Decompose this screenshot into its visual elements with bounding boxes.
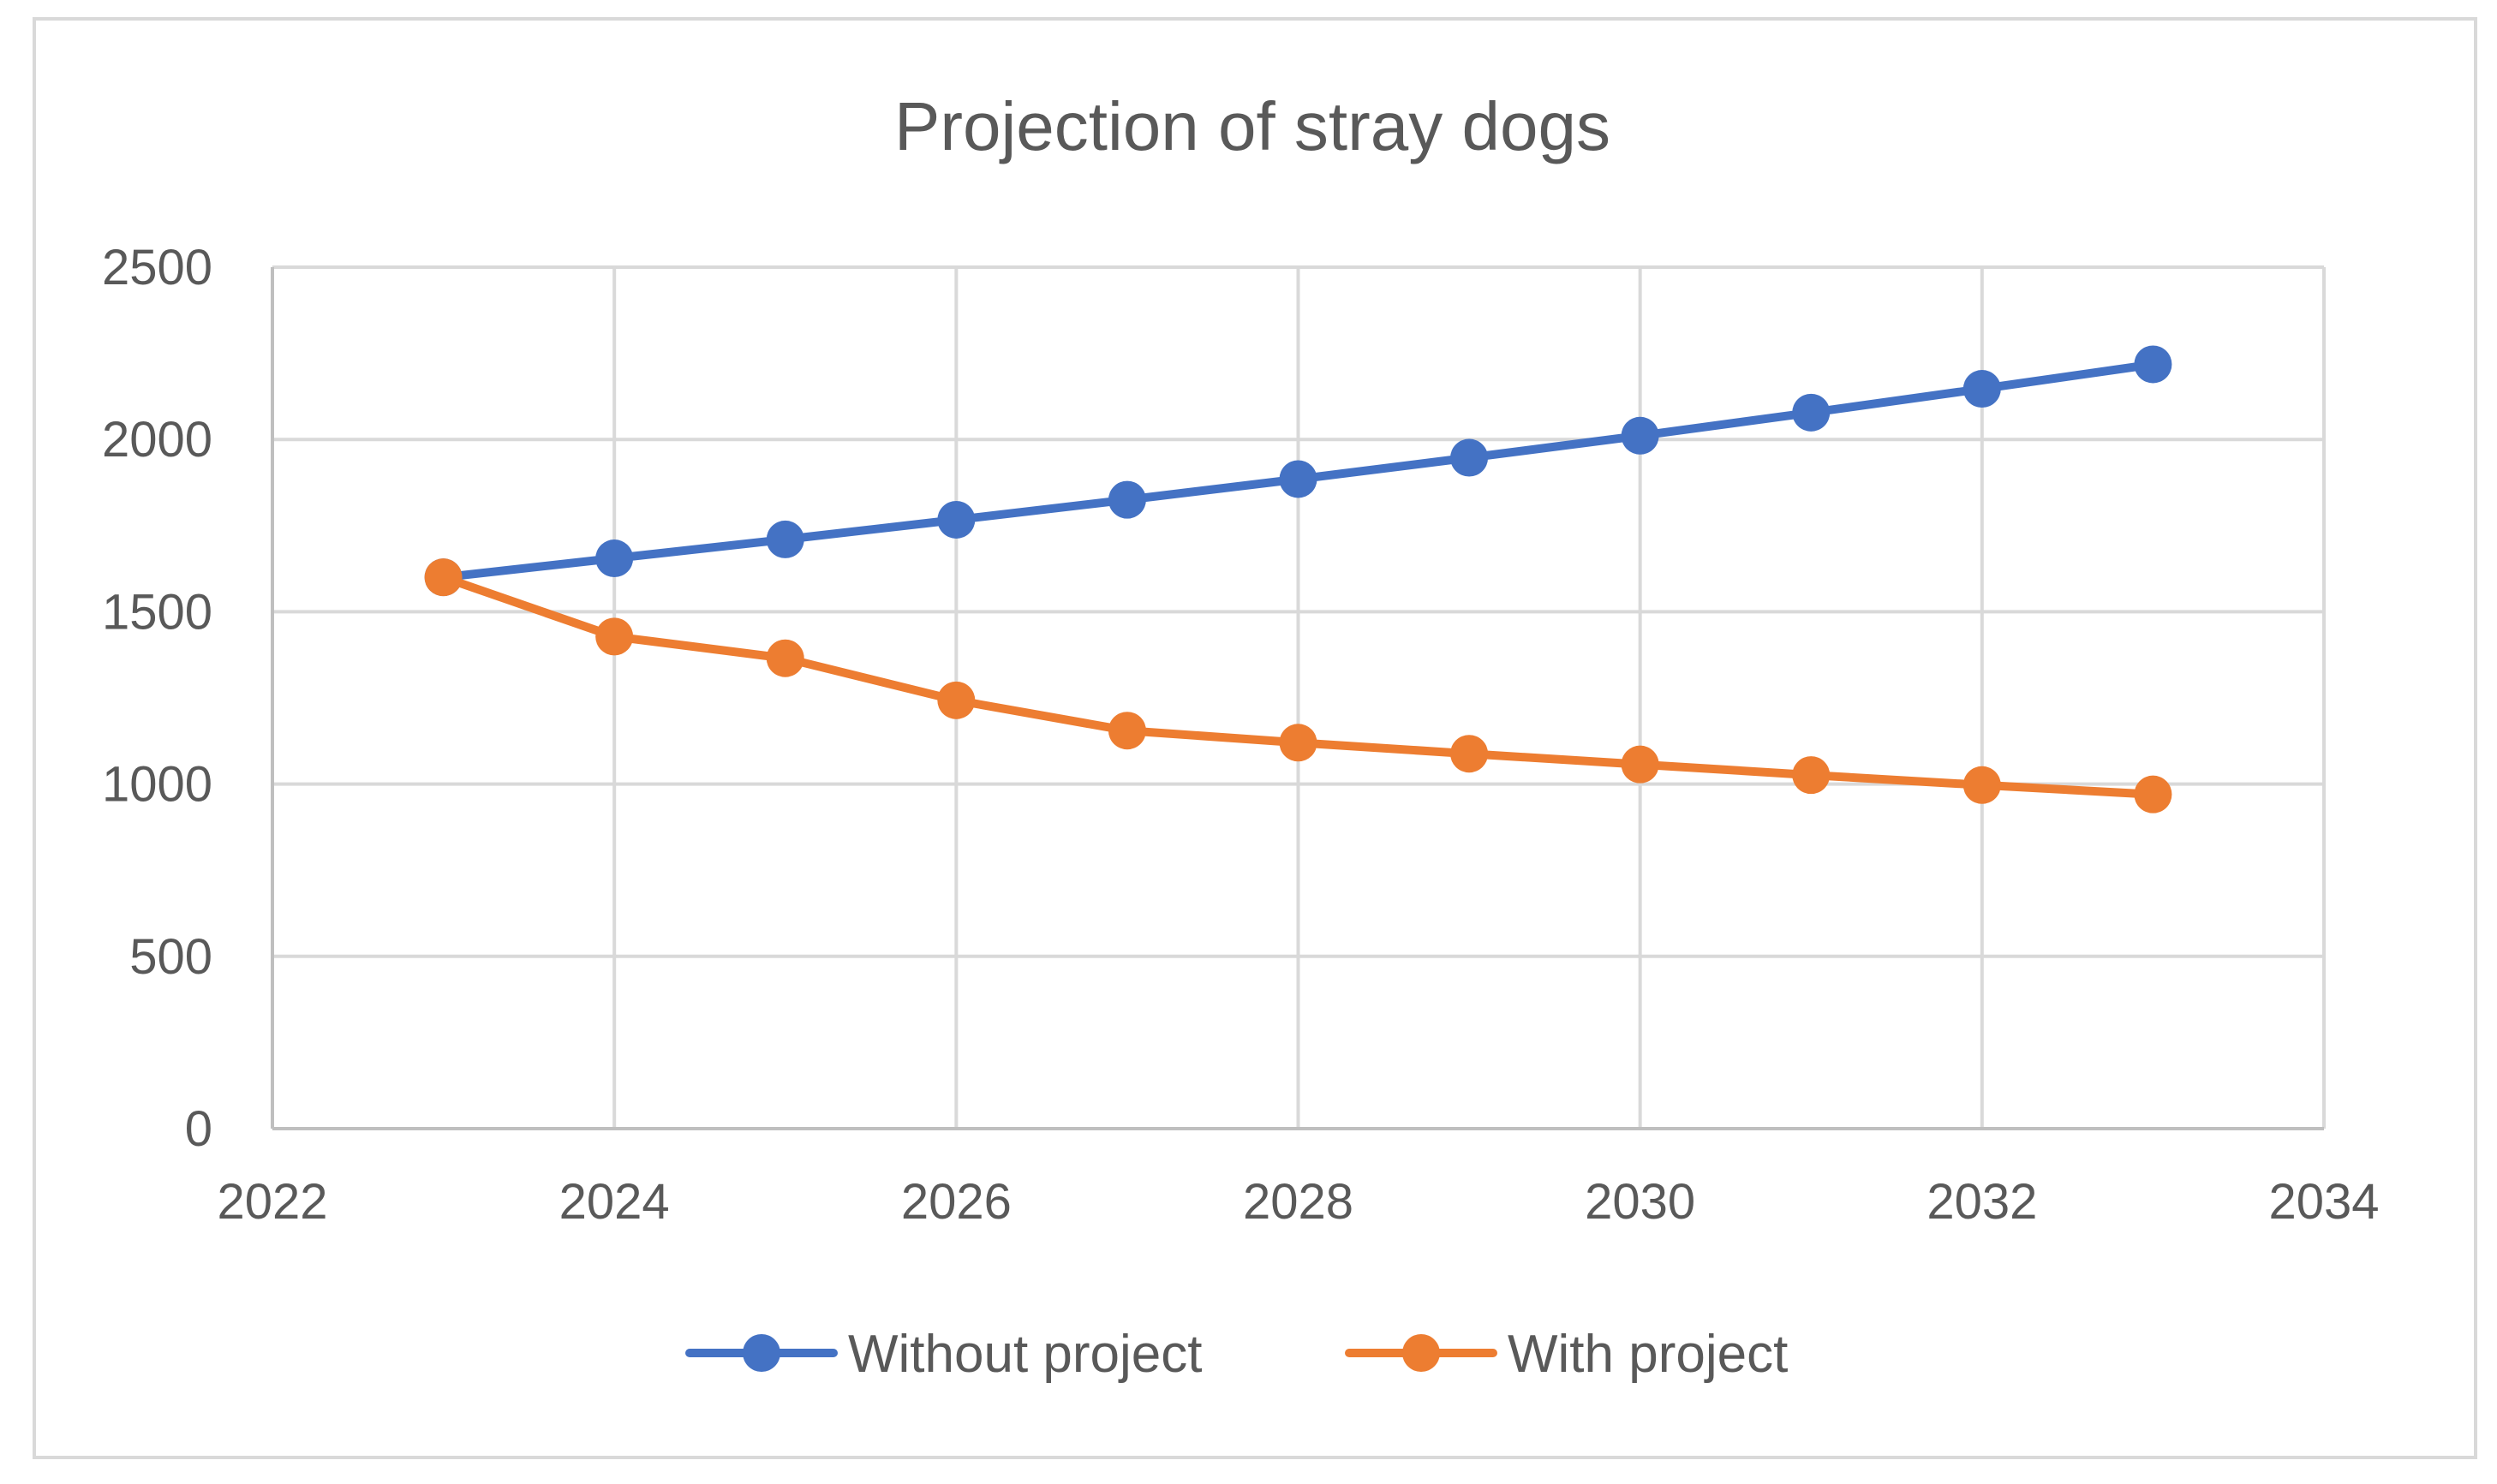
data-point-without-project-2027 bbox=[1108, 480, 1146, 519]
legend-marker-without-project bbox=[743, 1334, 780, 1372]
data-point-with-project-2027 bbox=[1108, 712, 1146, 750]
data-point-without-project-2033 bbox=[2134, 345, 2172, 384]
x-tick-label-2028: 2028 bbox=[1243, 1174, 1353, 1230]
data-point-without-project-2024 bbox=[595, 539, 634, 578]
data-point-without-project-2029 bbox=[1450, 438, 1489, 477]
x-tick-label-2030: 2030 bbox=[1585, 1174, 1695, 1230]
x-tick-label-2022: 2022 bbox=[217, 1174, 327, 1230]
data-point-without-project-2028 bbox=[1279, 460, 1317, 498]
data-point-with-project-2028 bbox=[1279, 724, 1317, 762]
y-tick-label-500: 500 bbox=[129, 929, 212, 985]
legend: Without project With project bbox=[685, 1325, 1788, 1384]
legend-marker-with-project bbox=[1402, 1334, 1440, 1372]
chart-title: Projection of stray dogs bbox=[894, 88, 1610, 164]
y-tick-label-1000: 1000 bbox=[102, 757, 212, 813]
grid-lines bbox=[272, 265, 2326, 1129]
data-point-without-project-2030 bbox=[1621, 416, 1659, 455]
legend-label-without-project: Without project bbox=[848, 1325, 1203, 1384]
data-point-without-project-2032 bbox=[1962, 370, 2001, 408]
data-point-with-project-2024 bbox=[595, 617, 634, 656]
data-point-with-project-2031 bbox=[1792, 756, 1831, 795]
data-point-with-project-2033 bbox=[2134, 775, 2172, 814]
x-tick-label-2024: 2024 bbox=[559, 1174, 670, 1230]
data-point-without-project-2031 bbox=[1792, 393, 1831, 432]
data-point-with-project-2029 bbox=[1450, 735, 1489, 773]
x-tick-label-2032: 2032 bbox=[1927, 1174, 2037, 1230]
x-tick-label-2034: 2034 bbox=[2268, 1174, 2379, 1230]
y-tick-label-0: 0 bbox=[185, 1101, 212, 1157]
data-point-without-project-2026 bbox=[937, 500, 976, 539]
x-tick-label-2026: 2026 bbox=[901, 1174, 1012, 1230]
axes: 0 500 1000 1500 2000 2500 2022 2024 2026 2028 2030… bbox=[102, 240, 2380, 1230]
data-point-with-project-2026 bbox=[937, 681, 976, 719]
data-point-with-project-2025 bbox=[766, 639, 804, 677]
data-point-with-project-2030 bbox=[1621, 745, 1659, 784]
data-point-with-project-2032 bbox=[1962, 766, 2001, 804]
data-point-without-project-2025 bbox=[766, 520, 804, 558]
y-tick-label-1500: 1500 bbox=[102, 584, 212, 640]
y-tick-label-2000: 2000 bbox=[102, 412, 212, 468]
y-tick-label-2500: 2500 bbox=[102, 240, 212, 295]
legend-label-with-project: With project bbox=[1508, 1325, 1788, 1384]
data-point-with-project-2023 bbox=[424, 558, 463, 597]
series-layer bbox=[424, 345, 2172, 814]
